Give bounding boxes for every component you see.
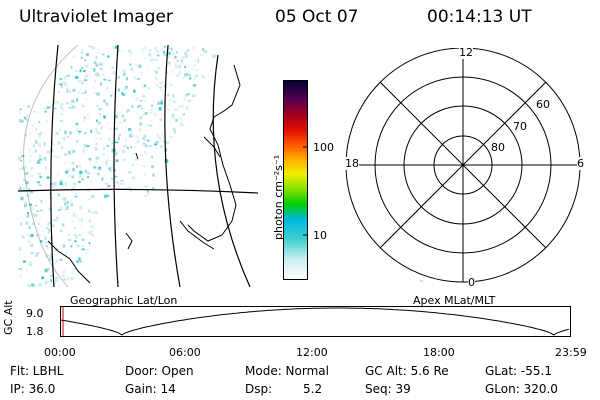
altitude-xtick-0000: 00:00 [44,346,76,359]
apex-panel-label: Apex MLat/MLT [413,294,496,307]
colorbar-tick-10: 10 [313,229,327,242]
polar-ring-label-80: 80 [491,141,505,154]
status-filter: Flt: LBHL [10,364,64,378]
polar-label-left: 18 [345,157,359,170]
altitude-xtick-1200: 12:00 [296,346,328,359]
status-glon: GLon: 320.0 [485,382,558,396]
colorbar-tick-100: 100 [313,141,334,154]
geographic-map-image [18,45,258,287]
geographic-panel-label: Geographic Lat/Lon [70,294,178,307]
altitude-xtick-1800: 18:00 [423,346,455,359]
status-mode: Mode: Normal [245,364,329,378]
status-dsp-value: 5.2 [303,382,323,396]
status-ip: IP: 36.0 [10,382,56,396]
altitude-ytick-max: 9.0 [26,307,44,320]
polar-label-top: 12 [459,46,473,59]
app-title: Ultraviolet Imager [19,7,173,27]
altitude-ylabel: GC Alt [2,300,15,335]
auroral-emission-speckles [18,45,216,287]
colorbar-unit-label: photon cm⁻²s⁻¹ [272,154,285,240]
status-seq: Seq: 39 [365,382,411,396]
date-label: 05 Oct 07 [275,7,359,27]
status-gc-alt: GC Alt: 5.6 Re [365,364,449,378]
polar-label-bottom: 0 [468,276,475,289]
altitude-plot [60,306,571,337]
colorbar [283,80,308,280]
status-gain: Gain: 14 [125,382,176,396]
altitude-xtick-0600: 06:00 [169,346,201,359]
polar-ring-label-60: 60 [536,98,550,111]
status-glat: GLat: -55.1 [485,364,552,378]
altitude-xtick-2359: 23:59 [555,346,587,359]
time-label: 00:14:13 UT [427,7,532,27]
polar-plot [345,48,581,283]
status-dsp-label: Dsp: [245,382,273,396]
polar-label-right: 6 [577,157,584,170]
altitude-ytick-min: 1.8 [26,325,44,338]
status-door: Door: Open [125,364,194,378]
polar-ring-label-70: 70 [513,120,527,133]
